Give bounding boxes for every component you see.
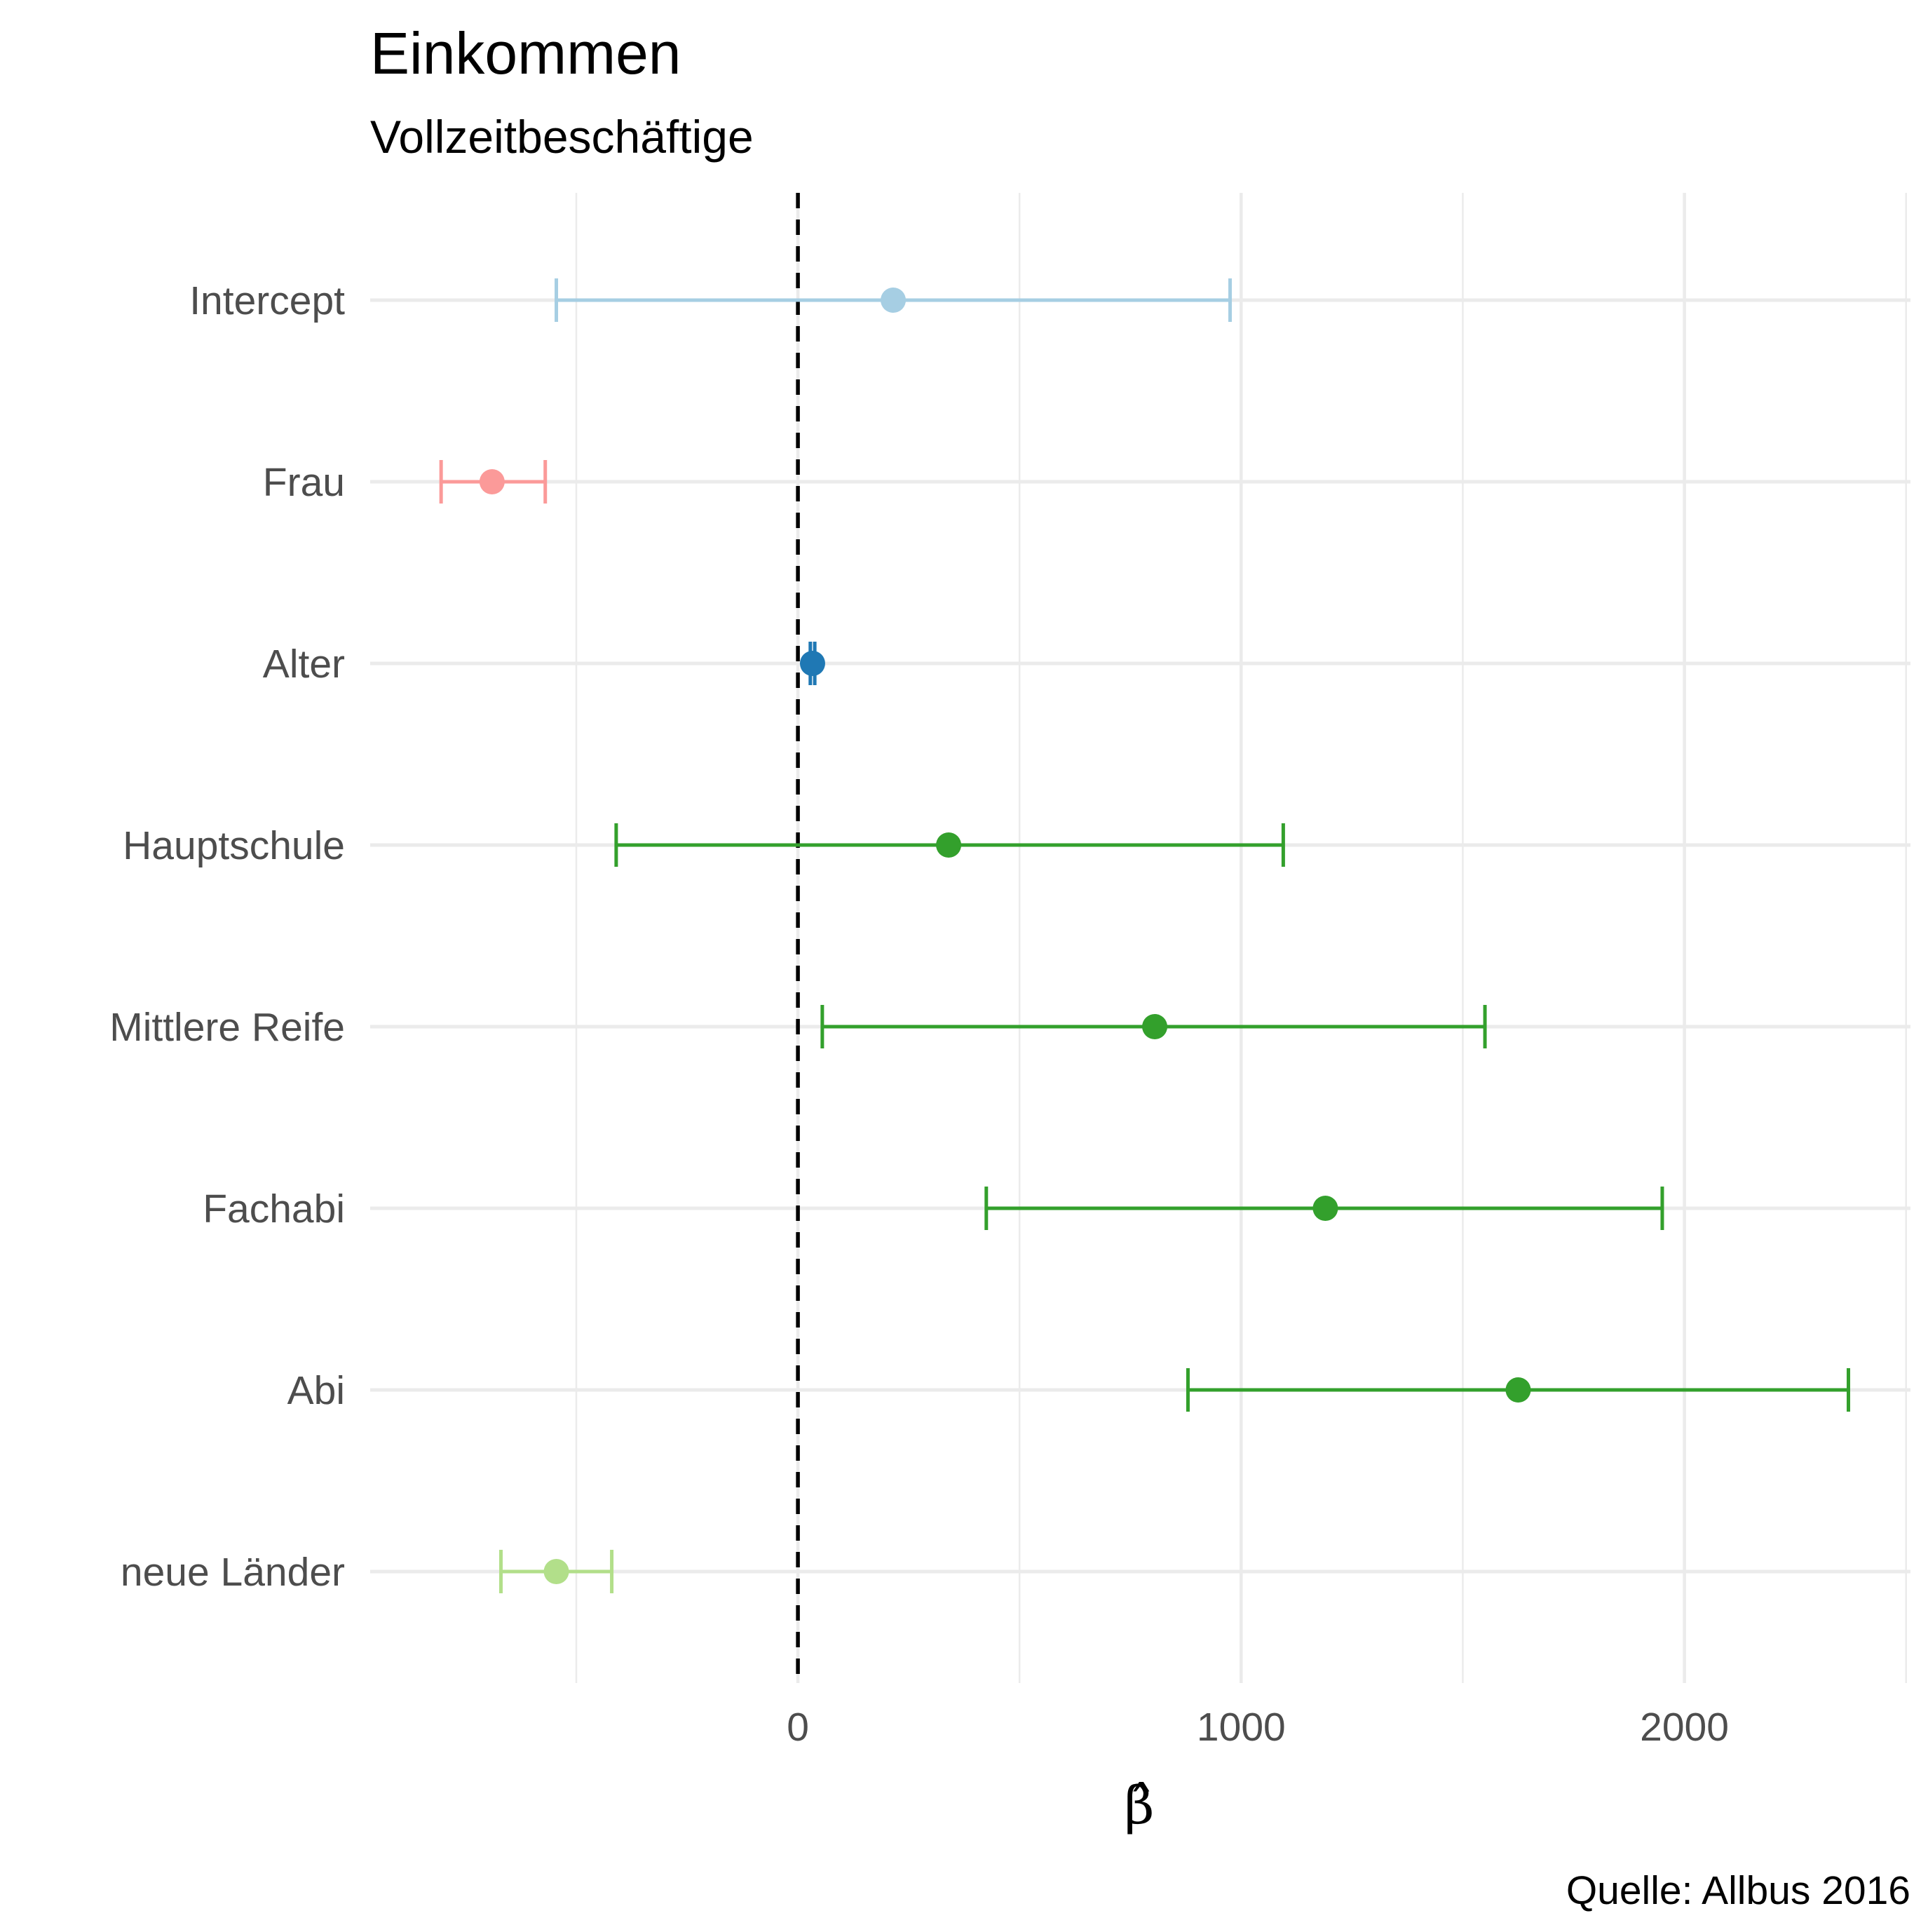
chart-subtitle: Vollzeitbeschäftige xyxy=(370,111,754,163)
point-estimate xyxy=(543,1559,569,1584)
point-estimate xyxy=(881,288,907,313)
coefficient-neue-länder xyxy=(499,1550,614,1593)
y-tick-label: neue Länder xyxy=(121,1550,345,1595)
y-tick-label: Fachabi xyxy=(203,1187,345,1231)
x-tick-label: 2000 xyxy=(1640,1705,1729,1750)
chart-caption: Quelle: Allbus 2016 xyxy=(1566,1868,1910,1913)
coefficient-abi xyxy=(1186,1368,1850,1412)
point-estimate xyxy=(1142,1014,1168,1039)
coefficient-alter xyxy=(799,642,825,685)
y-tick-label: Frau xyxy=(263,460,345,505)
tick-label-layer: Intercept Frau Alter Hauptschule Mittlere Re… xyxy=(109,278,1729,1750)
y-tick-label: Hauptschule xyxy=(123,823,345,868)
y-tick-label: Alter xyxy=(263,642,345,687)
point-estimate xyxy=(936,832,962,858)
chart-title: Einkommen xyxy=(370,20,681,86)
point-estimate xyxy=(799,651,825,676)
coefficient-fachabi xyxy=(984,1187,1664,1230)
marks-layer xyxy=(439,278,1850,1593)
x-axis-label: β̂ xyxy=(1125,1776,1155,1836)
x-tick-label: 0 xyxy=(787,1705,809,1750)
point-estimate xyxy=(1312,1196,1338,1221)
point-estimate xyxy=(479,469,505,494)
y-tick-label: Abi xyxy=(287,1368,345,1413)
grid-layer xyxy=(370,193,1910,1683)
y-tick-label: Mittlere Reife xyxy=(109,1005,345,1050)
y-tick-label: Intercept xyxy=(189,278,345,323)
coefficient-mittlere-reife xyxy=(820,1005,1487,1048)
coefficient-hauptschule xyxy=(614,823,1285,867)
coefficient-frau xyxy=(439,460,548,504)
coefficient-intercept xyxy=(555,278,1233,322)
point-estimate xyxy=(1505,1377,1531,1403)
x-tick-label: 1000 xyxy=(1197,1705,1286,1750)
